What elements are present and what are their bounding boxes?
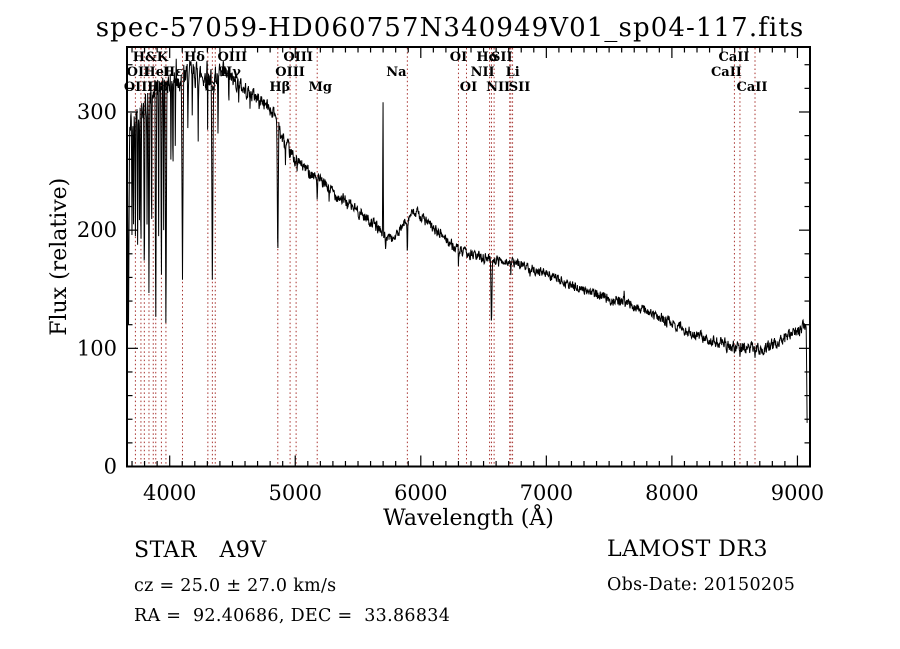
line-label: CaII xyxy=(718,50,749,65)
x-tick-label: 7000 xyxy=(520,481,573,505)
line-label: Mg xyxy=(308,80,331,95)
y-tick-label: 200 xyxy=(77,218,117,242)
survey-label: LAMOST DR3 xyxy=(607,537,768,562)
spectrum-path xyxy=(126,58,808,423)
star-class-label: STAR A9V xyxy=(134,538,267,563)
line-label: OII xyxy=(127,65,151,80)
line-label: Li xyxy=(506,65,520,80)
line-label: CaII xyxy=(737,80,768,95)
y-axis-title: Flux (relative) xyxy=(47,178,72,336)
line-label: OI xyxy=(450,50,467,65)
plot-frame xyxy=(126,46,811,468)
x-tick-label: 4000 xyxy=(143,481,196,505)
line-label: Na xyxy=(386,65,407,80)
radec-label: RA = 92.40686, DEC = 33.86834 xyxy=(134,606,451,626)
line-label: SII xyxy=(491,50,513,65)
x-tick-label: 9000 xyxy=(771,481,824,505)
y-tick-label: 300 xyxy=(77,100,117,124)
line-label: H&K xyxy=(133,50,169,65)
line-label: HeI xyxy=(143,65,170,80)
line-label: G xyxy=(204,80,215,95)
y-tick-label: 0 xyxy=(104,455,117,479)
x-axis-title: Wavelength (Å) xyxy=(383,503,554,531)
line-label: OI xyxy=(460,80,477,95)
cz-label: cz = 25.0 ± 27.0 km/s xyxy=(134,576,337,596)
line-label: Hε xyxy=(163,65,183,80)
line-label: NII xyxy=(471,65,495,80)
line-label: OIII xyxy=(275,65,305,80)
obs-date-label: Obs-Date: 20150205 xyxy=(607,575,796,595)
x-tick-label: 6000 xyxy=(394,481,447,505)
line-label: OIII xyxy=(283,50,313,65)
line-label: OIII xyxy=(217,50,247,65)
line-label: Hα xyxy=(476,50,498,65)
x-tick-label: 5000 xyxy=(269,481,322,505)
y-tick-label: 100 xyxy=(77,336,117,360)
x-tick-label: 8000 xyxy=(645,481,698,505)
line-label: SII xyxy=(509,80,531,95)
line-label: CaII xyxy=(711,65,742,80)
line-label: NII xyxy=(486,80,510,95)
figure-title: spec-57059-HD060757N340949V01_sp04-117.f… xyxy=(95,13,805,43)
line-label: Hβ xyxy=(269,80,290,95)
line-label: OIII xyxy=(124,80,154,95)
